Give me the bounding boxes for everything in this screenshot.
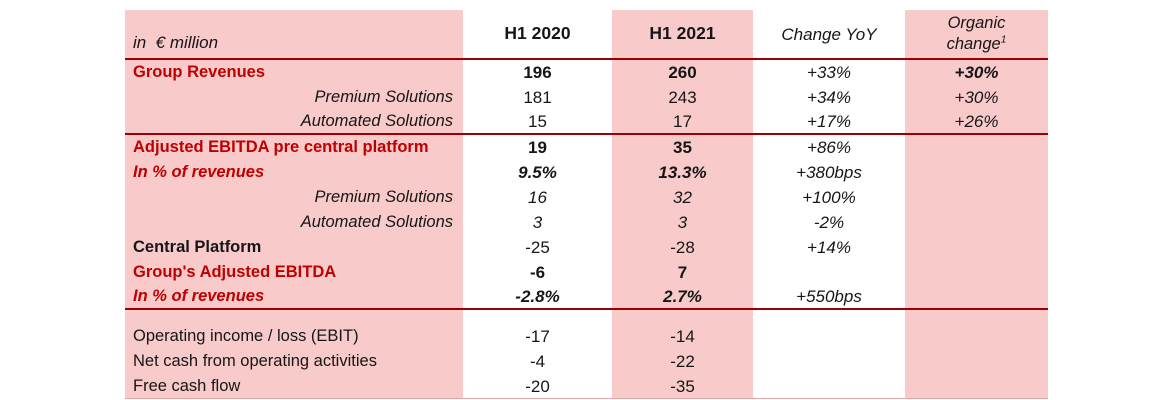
value-h1-2020: 196 — [463, 60, 612, 85]
value-h1-2021: 35 — [612, 135, 753, 160]
value-h1-2021: 13.3% — [612, 160, 753, 185]
table-row: Operating income / loss (EBIT) -17 -14 — [125, 324, 1048, 349]
table-row: Premium Solutions 16 32 +100% — [125, 185, 1048, 210]
row-label: Group Revenues — [125, 60, 463, 85]
footnote-marker: 1 — [1000, 34, 1007, 46]
value-change-yoy: +86% — [753, 135, 905, 160]
row-label: Operating income / loss (EBIT) — [125, 324, 463, 349]
value-organic-change: +30% — [905, 85, 1048, 110]
value-organic-change — [905, 210, 1048, 235]
value-h1-2021: 32 — [612, 185, 753, 210]
row-label: Automated Solutions — [125, 210, 463, 235]
value-h1-2021: -22 — [612, 349, 753, 374]
value-organic-change — [905, 310, 1048, 324]
value-change-yoy — [753, 310, 905, 324]
col-header-h1-2020: H1 2020 — [463, 10, 612, 58]
value-change-yoy — [753, 349, 905, 374]
value-organic-change — [905, 285, 1048, 308]
row-label: Premium Solutions — [125, 85, 463, 110]
value-h1-2020 — [463, 310, 612, 324]
row-label: Net cash from operating activities — [125, 349, 463, 374]
value-h1-2020: -17 — [463, 324, 612, 349]
value-h1-2021: 7 — [612, 260, 753, 285]
spacer-row — [125, 310, 1048, 324]
value-h1-2021 — [612, 310, 753, 324]
value-h1-2021: 243 — [612, 85, 753, 110]
row-label — [125, 310, 463, 324]
table-row: Net cash from operating activities -4 -22 — [125, 349, 1048, 374]
row-label: Group's Adjusted EBITDA — [125, 260, 463, 285]
value-h1-2021: 3 — [612, 210, 753, 235]
table-row: Central Platform -25 -28 +14% — [125, 235, 1048, 260]
value-change-yoy: +100% — [753, 185, 905, 210]
table-row: Free cash flow -20 -35 — [125, 374, 1048, 399]
table-row: Automated Solutions 15 17 +17% +26% — [125, 110, 1048, 135]
value-h1-2020: 181 — [463, 85, 612, 110]
value-h1-2020: 19 — [463, 135, 612, 160]
value-h1-2020: 3 — [463, 210, 612, 235]
organic-header-wrap: Organic change1 — [947, 13, 1007, 54]
value-h1-2021: 260 — [612, 60, 753, 85]
value-h1-2020: -4 — [463, 349, 612, 374]
organic-header-line1: Organic — [947, 14, 1006, 33]
row-label: Free cash flow — [125, 374, 463, 398]
value-h1-2020: -2.8% — [463, 285, 612, 308]
table-row: Group Revenues 196 260 +33% +30% — [125, 60, 1048, 85]
value-change-yoy: +380bps — [753, 160, 905, 185]
value-organic-change — [905, 185, 1048, 210]
value-h1-2020: -6 — [463, 260, 612, 285]
header-row: in € million H1 2020 H1 2021 Change YoY … — [125, 10, 1048, 60]
value-change-yoy: +14% — [753, 235, 905, 260]
row-label: Adjusted EBITDA pre central platform — [125, 135, 463, 160]
value-h1-2020: 16 — [463, 185, 612, 210]
value-organic-change — [905, 349, 1048, 374]
value-h1-2021: -14 — [612, 324, 753, 349]
value-change-yoy — [753, 324, 905, 349]
value-organic-change — [905, 260, 1048, 285]
organic-header-line2: change1 — [947, 34, 1007, 55]
value-h1-2021: 17 — [612, 110, 753, 133]
value-h1-2020: -20 — [463, 374, 612, 398]
value-h1-2021: -35 — [612, 374, 753, 398]
value-organic-change: +26% — [905, 110, 1048, 133]
col-header-organic-change: Organic change1 — [905, 10, 1048, 58]
value-h1-2020: 15 — [463, 110, 612, 133]
unit-label: in € million — [125, 10, 463, 58]
value-change-yoy — [753, 374, 905, 398]
value-change-yoy: +33% — [753, 60, 905, 85]
table-row: Group's Adjusted EBITDA -6 7 — [125, 260, 1048, 285]
value-organic-change — [905, 235, 1048, 260]
value-organic-change — [905, 324, 1048, 349]
table-row: In % of revenues 9.5% 13.3% +380bps — [125, 160, 1048, 185]
value-organic-change — [905, 374, 1048, 398]
results-table: in € million H1 2020 H1 2021 Change YoY … — [125, 10, 1048, 399]
value-organic-change — [905, 160, 1048, 185]
value-organic-change — [905, 135, 1048, 160]
value-change-yoy: +34% — [753, 85, 905, 110]
value-h1-2021: 2.7% — [612, 285, 753, 308]
value-change-yoy: +17% — [753, 110, 905, 133]
row-label: Automated Solutions — [125, 110, 463, 133]
row-label: Premium Solutions — [125, 185, 463, 210]
row-label: In % of revenues — [125, 160, 463, 185]
table-row: Adjusted EBITDA pre central platform 19 35… — [125, 135, 1048, 160]
value-change-yoy — [753, 260, 905, 285]
table-row: In % of revenues -2.8% 2.7% +550bps — [125, 285, 1048, 310]
value-h1-2021: -28 — [612, 235, 753, 260]
table-row: Automated Solutions 3 3 -2% — [125, 210, 1048, 235]
row-label: Central Platform — [125, 235, 463, 260]
row-label: In % of revenues — [125, 285, 463, 308]
col-header-h1-2021: H1 2021 — [612, 10, 753, 58]
value-organic-change: +30% — [905, 60, 1048, 85]
value-change-yoy: +550bps — [753, 285, 905, 308]
table-row: Premium Solutions 181 243 +34% +30% — [125, 85, 1048, 110]
table-body: Group Revenues 196 260 +33% +30% Premium Solu… — [125, 60, 1048, 399]
value-h1-2020: -25 — [463, 235, 612, 260]
value-h1-2020: 9.5% — [463, 160, 612, 185]
value-change-yoy: -2% — [753, 210, 905, 235]
col-header-change-yoy: Change YoY — [753, 10, 905, 58]
organic-header-word: change — [946, 35, 1001, 53]
